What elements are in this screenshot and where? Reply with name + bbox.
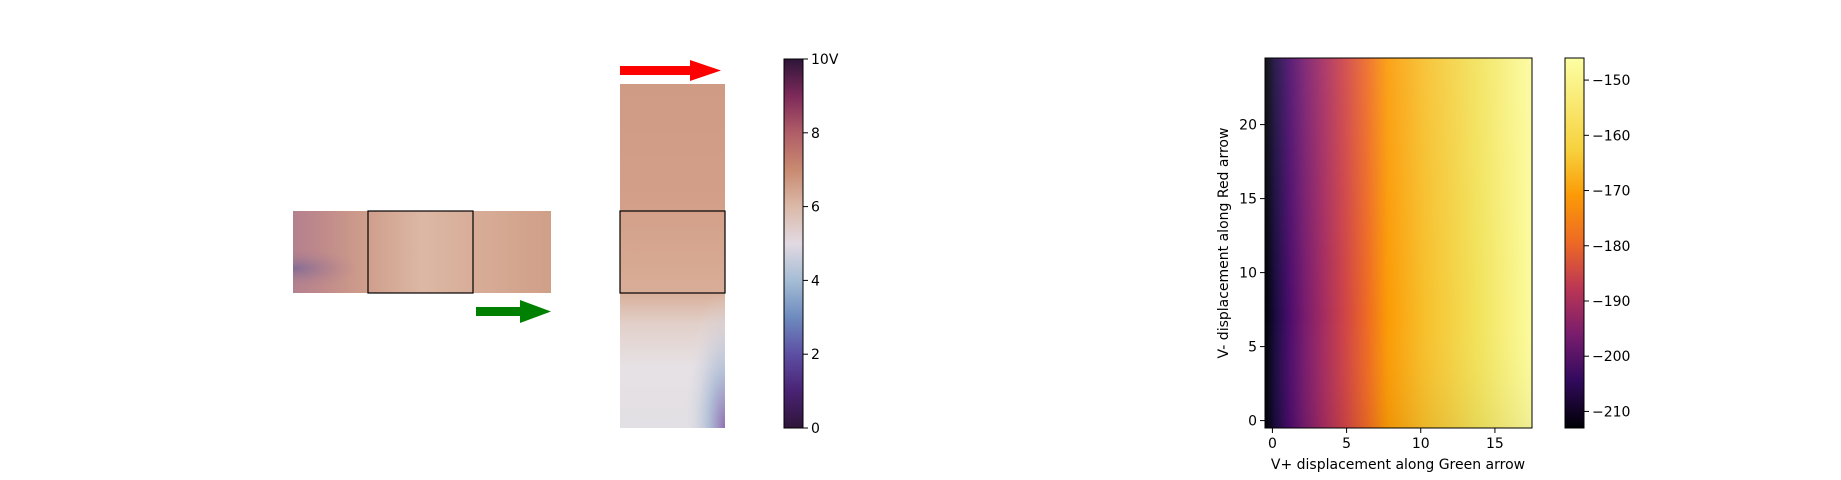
heatmap-y-axis-label: V- displacement along Red arrow xyxy=(1216,128,1232,359)
horizontal-device-box xyxy=(367,210,474,294)
heatmap-x-tick-label: 15 xyxy=(1486,436,1504,452)
green-arrow xyxy=(476,300,551,323)
heatmap-y-ticks: 0 5 10 15 20 xyxy=(1239,118,1265,430)
voltage-colorbar-tick-label: 2 xyxy=(811,347,820,363)
voltage-colorbar-tick-label: 0 xyxy=(811,421,820,437)
red-arrow xyxy=(620,60,721,81)
vertical-device-box xyxy=(619,210,726,294)
heatmap-colorbar-tick-label: −170 xyxy=(1592,184,1630,200)
horizontal-strip-spot xyxy=(293,211,551,293)
heatmap-x-tick-label: 10 xyxy=(1412,436,1430,452)
heatmap-colorbar: −150 −160 −170 −180 −190 −200 −210 xyxy=(1564,57,1630,429)
voltage-colorbar-tick-label: 4 xyxy=(811,273,820,289)
heatmap-colorbar-tick-label: −160 xyxy=(1592,128,1630,144)
heatmap-colorbar-tick-label: −200 xyxy=(1592,349,1630,365)
voltage-colorbar-tick-label: 10V xyxy=(811,52,839,68)
heatmap-colorbar-tick-label: −190 xyxy=(1592,294,1630,310)
heatmap-x-axis-label: V+ displacement along Green arrow xyxy=(1271,457,1525,473)
voltage-colorbar-tick-label: 8 xyxy=(811,126,820,142)
heatmap-y-tick-label: 0 xyxy=(1248,414,1257,430)
heatmap-y-tick-label: 15 xyxy=(1239,192,1257,208)
heatmap-y-tick-label: 10 xyxy=(1239,266,1257,282)
heatmap-x-tick-label: 5 xyxy=(1342,436,1351,452)
heatmap-colorbar-tick-label: −210 xyxy=(1592,404,1630,420)
voltage-colorbar: 0 2 4 6 8 10V xyxy=(783,52,839,437)
voltage-colorbar-tick-label: 6 xyxy=(811,200,820,216)
heatmap-colorbar-tick-label: −150 xyxy=(1592,73,1630,89)
heatmap-y-tick-label: 5 xyxy=(1248,340,1257,356)
heatmap-y-tick-label: 20 xyxy=(1239,118,1257,134)
heatmap-x-tick-label: 0 xyxy=(1268,436,1277,452)
heatmap-colorbar-ticks: −150 −160 −170 −180 −190 −200 −210 xyxy=(1584,73,1630,420)
vertical-strip-spot xyxy=(620,84,725,428)
vertical-strip xyxy=(619,84,726,428)
heatmap-x-ticks: 0 5 10 15 xyxy=(1268,428,1504,452)
voltage-colorbar-ticks: 0 2 4 6 8 10V xyxy=(803,52,839,437)
heatmap-plot: 0 5 10 15 0 5 10 15 20 V+ displacement along Gr… xyxy=(1216,57,1533,473)
horizontal-strip xyxy=(293,210,551,294)
heatmap-frame xyxy=(1264,57,1533,429)
heatmap-colorbar-tick-label: −180 xyxy=(1592,239,1630,255)
heatmap-shading xyxy=(1265,58,1532,428)
